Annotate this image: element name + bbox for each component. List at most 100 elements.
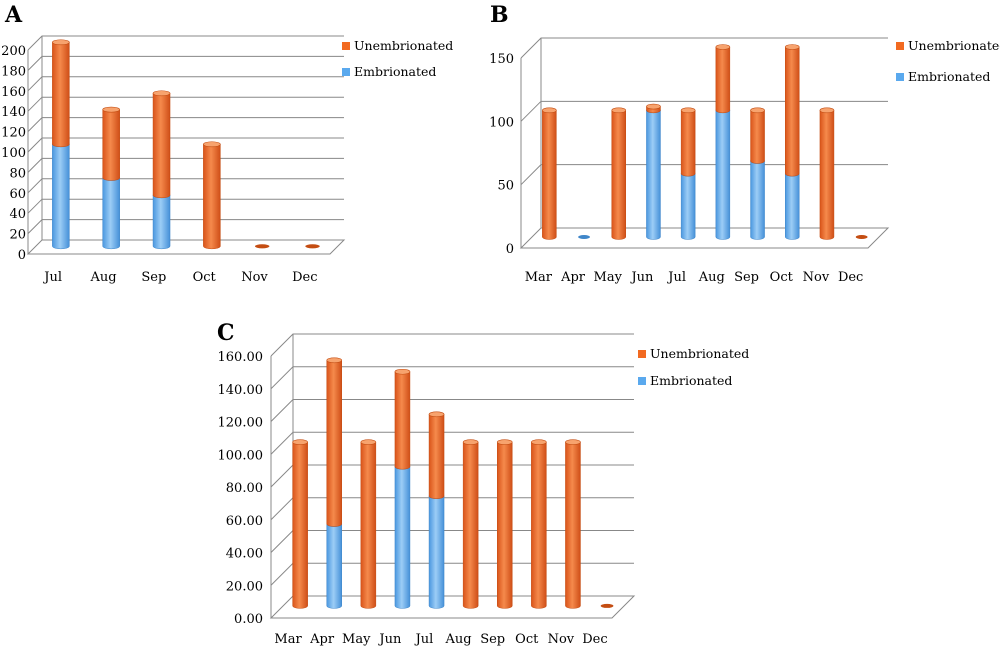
y-tick-label: 180 xyxy=(1,64,26,79)
bar-segment-unembrionated xyxy=(394,368,411,470)
bar-segment-unembrionated xyxy=(819,107,835,240)
bar-segment-embrionated xyxy=(784,170,800,240)
chart-panel-b: B 0 50 100 150 Mar Apr May Jun Jul Aug Sep Oct Nov Dec… xyxy=(489,2,1000,285)
gridline xyxy=(520,164,888,186)
x-tick-label: Aug xyxy=(698,270,725,285)
y-tick-label: 0 xyxy=(18,248,26,263)
panel-letter: B xyxy=(490,2,509,28)
bar-segment-unembrionated xyxy=(360,439,377,609)
bar-zero-marker xyxy=(855,235,868,239)
gridline xyxy=(27,219,344,234)
bar-segment-unembrionated xyxy=(784,44,800,177)
gridline xyxy=(27,76,344,92)
bar-segment-unembrionated xyxy=(531,439,547,609)
legend-swatch xyxy=(342,68,350,76)
bar-segment-unembrionated xyxy=(203,141,221,250)
bar-segment-unembrionated xyxy=(496,439,513,609)
chart-floor xyxy=(26,239,346,255)
bar-segment-unembrionated xyxy=(646,103,661,114)
y-tick-label: 160.00 xyxy=(218,350,264,365)
bar-zero-marker xyxy=(600,603,614,608)
x-tick-label: Aug xyxy=(445,632,472,647)
x-tick-label: May xyxy=(594,270,623,285)
gridline xyxy=(27,96,344,112)
y-tick-label: 60.00 xyxy=(226,514,263,529)
bar-segment-unembrionated xyxy=(52,39,70,148)
x-tick-label: Jul xyxy=(42,270,62,285)
legend-swatch xyxy=(896,42,904,50)
chart-floor xyxy=(269,595,636,619)
y-tick-label: 140 xyxy=(1,105,26,120)
y-tick-label: 20 xyxy=(9,228,26,243)
bar-zero-marker xyxy=(305,244,320,249)
bar-segment-unembrionated xyxy=(102,106,120,181)
x-tick-label: May xyxy=(342,632,371,647)
x-tick-label: Dec xyxy=(838,270,863,285)
chart-panel-c: C 0.00 20.00 40.00 60.00 80.00 100.00 120.00 140… xyxy=(217,320,749,647)
legend-label: Embrionated xyxy=(354,64,436,79)
gridline xyxy=(520,100,888,122)
x-tick-label: Jun xyxy=(629,270,654,285)
bar-segment-embrionated xyxy=(715,107,731,240)
legend-swatch xyxy=(342,42,350,50)
x-tick-label: Apr xyxy=(560,270,586,285)
bar-segment-unembrionated xyxy=(292,439,308,609)
legend-swatch xyxy=(896,73,904,81)
x-tick-label: Sep xyxy=(734,270,759,285)
y-tick-label: 20.00 xyxy=(226,579,263,594)
gridline xyxy=(27,137,344,153)
gridline xyxy=(270,333,634,357)
bar-segment-unembrionated xyxy=(611,107,627,240)
y-tick-label: 80 xyxy=(9,166,26,181)
bar-segment-unembrionated xyxy=(428,411,445,499)
x-tick-label: Mar xyxy=(274,632,302,647)
gridline xyxy=(270,399,634,422)
y-tick-label: 0.00 xyxy=(234,612,263,627)
y-tick-label: 50 xyxy=(497,179,514,194)
bar-segment-unembrionated xyxy=(565,439,581,609)
y-tick-label: 100.00 xyxy=(218,448,264,463)
y-tick-label: 100 xyxy=(1,146,26,161)
bar-segment-embrionated xyxy=(52,141,70,250)
legend-item: Embrionated xyxy=(342,64,436,79)
gridline xyxy=(27,198,344,214)
y-tick-label: 120.00 xyxy=(218,416,264,431)
bar-segment-unembrionated xyxy=(750,107,765,164)
bar-segment-embrionated xyxy=(394,463,411,609)
gridline xyxy=(27,35,344,51)
legend-swatch xyxy=(638,377,646,385)
bar-zero-marker xyxy=(578,235,590,239)
legend-label: Unembrionated xyxy=(354,38,453,53)
bar-zero-marker xyxy=(254,244,270,249)
y-tick-label: 100 xyxy=(489,115,514,130)
x-tick-label: Oct xyxy=(770,270,794,285)
x-tick-label: Jul xyxy=(414,632,434,647)
y-tick-label: 40.00 xyxy=(226,547,263,562)
bar-segment-embrionated xyxy=(326,521,343,609)
y-tick-label: 40 xyxy=(9,207,26,222)
bar-segment-unembrionated xyxy=(152,90,171,199)
x-tick-label: Oct xyxy=(515,632,539,647)
bar-segment-unembrionated xyxy=(715,44,731,114)
y-tick-label: 160 xyxy=(1,85,26,100)
y-tick-label: 120 xyxy=(1,126,26,141)
chart-panel-a: A 0 20 40 60 80 100 120 140 160 180 200 Jul Aug Sep Oct… xyxy=(1,2,453,285)
y-tick-label: 0 xyxy=(506,242,514,257)
bar-segment-unembrionated xyxy=(680,107,696,177)
x-tick-label: Dec xyxy=(582,632,607,647)
x-tick-label: Nov xyxy=(241,270,268,285)
legend-item: Unembrionated xyxy=(896,38,1000,53)
gridline xyxy=(270,431,634,455)
x-tick-label: Sep xyxy=(480,632,505,647)
bar-segment-embrionated xyxy=(152,192,171,250)
y-tick-label: 140.00 xyxy=(218,383,264,398)
panel-letter: A xyxy=(4,2,23,28)
y-tick-label: 80.00 xyxy=(226,481,263,496)
x-tick-label: Mar xyxy=(525,270,553,285)
gridline xyxy=(27,55,344,71)
legend-label: Unembrionated xyxy=(908,38,1000,53)
legend-item: Embrionated xyxy=(896,69,990,84)
bar-segment-embrionated xyxy=(750,158,765,240)
gridline xyxy=(27,117,344,132)
